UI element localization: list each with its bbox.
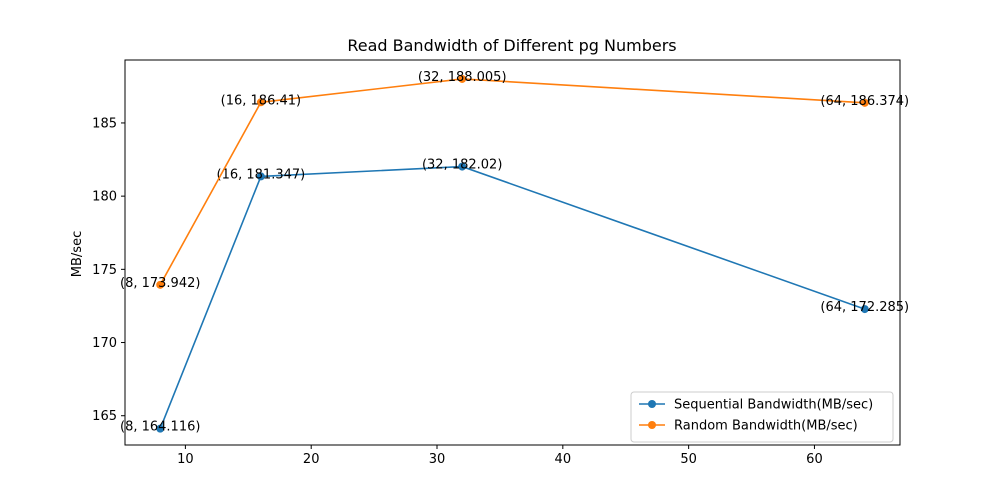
data-label: (32, 188.005) [418,70,507,85]
data-label: (8, 164.116) [120,420,200,435]
y-tick-label: 185 [92,116,117,131]
series-line-2 [159,78,865,286]
x-tick-label: 60 [806,452,823,467]
legend-label-2: Random Bandwidth(MB/sec) [674,419,858,434]
legend-box [630,391,894,443]
series-line-1 [159,165,866,429]
y-tick-label: 165 [92,409,117,424]
y-tick-label: 175 [92,263,117,278]
legend: Sequential Bandwidth(MB/sec) Random Bandw… [630,391,894,443]
x-tick-label: 30 [429,452,446,467]
y-tick-label: 170 [92,336,117,351]
data-label: (64, 186.374) [820,94,909,109]
series-1-point [458,162,467,171]
y-tick-label: 180 [92,190,117,205]
x-tick-label: 20 [303,452,320,467]
series-2-point [256,98,265,107]
series-2-point [860,98,869,107]
data-label: (16, 186.41) [221,93,301,108]
data-label: (64, 172.285) [820,300,909,315]
y-axis-label: MB/sec [70,231,85,277]
plot-area: 10 20 30 40 50 60 165 170 175 180 185 (8, 164.116) (… [92,59,909,467]
data-label: (16, 181.347) [217,167,306,182]
legend-marker-2 [648,421,656,429]
x-tick-label: 40 [555,452,572,467]
data-label: (8, 173.942) [120,276,200,291]
series-1-point [860,305,869,314]
series-2-point [458,74,467,83]
data-label: (32, 182.02) [422,158,502,173]
x-tick-label: 10 [177,452,194,467]
series-1-point [156,424,165,433]
plot-frame [124,59,901,446]
series-2-point [156,280,165,289]
x-tick-label: 50 [680,452,697,467]
legend-marker-1 [648,400,656,408]
series-1-point [256,172,265,181]
chart-title: Read Bandwidth of Different pg Numbers [347,36,676,55]
legend-label-1: Sequential Bandwidth(MB/sec) [674,398,873,413]
